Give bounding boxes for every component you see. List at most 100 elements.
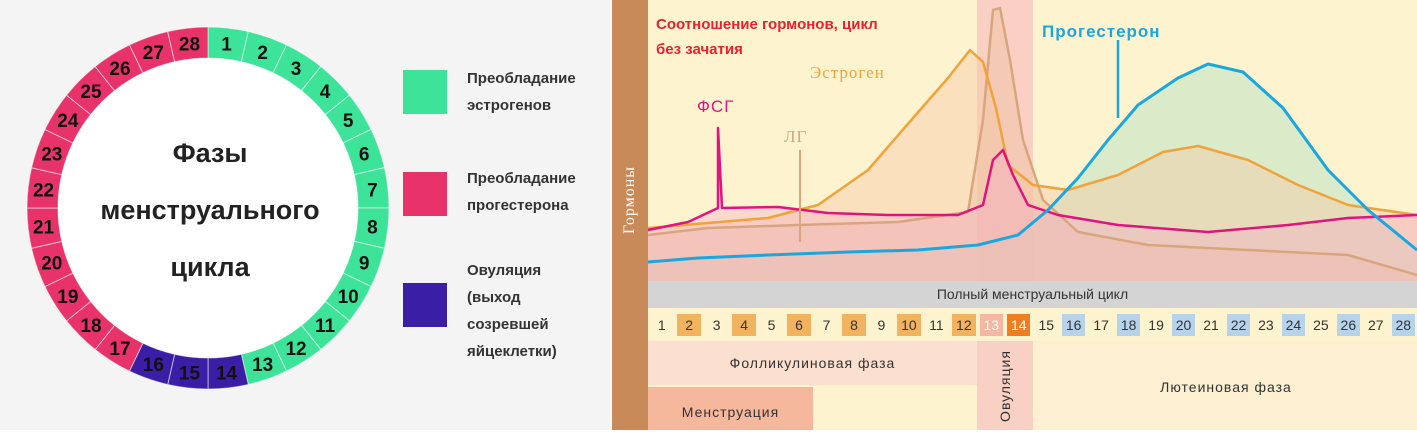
day-number: 9 — [877, 317, 886, 333]
cycle-day-label: 21 — [33, 218, 55, 239]
day-cell-10: 10 — [895, 311, 922, 339]
day-cell-17: 17 — [1087, 311, 1114, 339]
day-cell-5: 5 — [758, 311, 785, 339]
day-highlight — [1281, 314, 1306, 336]
cycle-day-label: 20 — [41, 254, 62, 275]
day-strip: 1 2 3 4 5 6 7 8 9 10 11 12 13 14 15 16 17 18 19 20 21 22 23 24 2… — [648, 311, 1417, 339]
cycle-day-label: 16 — [143, 355, 164, 376]
hormone-curves — [648, 0, 1417, 281]
legend-swatch-progesterone — [403, 172, 447, 216]
day-number: 4 — [740, 317, 749, 333]
day-number: 23 — [1258, 317, 1274, 333]
day-highlight — [732, 314, 756, 336]
day-highlight — [677, 314, 701, 336]
fsh-label: ФСГ — [697, 97, 735, 116]
day-cell-7: 7 — [813, 311, 840, 339]
day-number: 22 — [1230, 317, 1247, 333]
cycle-day-label: 12 — [285, 339, 306, 360]
full-cycle-bar: Полный менструальный цикл — [648, 281, 1417, 308]
fsh-area — [648, 128, 1417, 281]
day-cell-20: 20 — [1170, 311, 1197, 339]
cycle-ring: 1 234567891011121314151617181920212223242… — [26, 26, 390, 390]
day-number: 12 — [956, 317, 972, 333]
progesterone-area — [648, 64, 1417, 281]
day-cell-19: 19 — [1142, 311, 1169, 339]
day-cell-8: 8 — [840, 311, 867, 339]
cycle-day-label: 25 — [80, 82, 102, 103]
day-number: 11 — [929, 317, 944, 333]
fsh-line — [648, 126, 1417, 234]
cycle-day-label: 8 — [367, 218, 378, 239]
lh-label: ЛГ — [784, 127, 808, 146]
cycle-day-label: 7 — [367, 180, 378, 201]
day-highlight — [1007, 314, 1031, 336]
panel-divider — [610, 0, 612, 430]
day-number: 14 — [1010, 317, 1027, 333]
cycle-day-label: 3 — [291, 59, 302, 80]
legend-text-progesterone: Преобладание прогестерона — [467, 170, 576, 214]
day-cell-24: 24 — [1280, 311, 1307, 339]
y-axis-label: Гормоны — [621, 165, 638, 235]
day-number: 3 — [712, 317, 721, 333]
progesterone-label: Прогестерон — [1042, 22, 1161, 41]
day-cell-13: 13 — [978, 311, 1005, 339]
day-cell-4: 4 — [730, 311, 757, 339]
day-number: 17 — [1093, 317, 1109, 333]
cycle-day-label: 27 — [143, 43, 164, 64]
day-number: 20 — [1175, 317, 1192, 333]
day-highlight — [1226, 314, 1251, 336]
day-highlight — [897, 314, 921, 336]
day-number: 19 — [1148, 317, 1164, 333]
day-cell-3: 3 — [703, 311, 730, 339]
lh-area — [648, 8, 1417, 281]
luteal-phase: Лютеиновая фаза — [1035, 341, 1417, 430]
day-cell-9: 9 — [868, 311, 895, 339]
day-highlight — [1061, 314, 1086, 336]
day-number: 13 — [983, 317, 1000, 333]
day-number: 10 — [901, 317, 917, 333]
cycle-day-label: 15 — [179, 363, 201, 384]
day-highlight — [952, 314, 976, 336]
day-number: 5 — [767, 317, 776, 333]
day-cell-23: 23 — [1252, 311, 1279, 339]
cycle-day-label: 1 — [221, 35, 232, 56]
day-highlight — [979, 314, 1004, 336]
day-number: 27 — [1368, 317, 1384, 333]
cycle-day-label: 22 — [33, 180, 54, 201]
day-cell-2: 2 — [675, 311, 702, 339]
day-highlight — [1116, 314, 1141, 336]
day-cell-14: 14 — [1005, 311, 1032, 339]
day-cell-11: 11 — [923, 311, 950, 339]
cycle-day-label: 14 — [216, 363, 238, 384]
day-highlight — [1391, 314, 1415, 336]
cycle-day-label: 6 — [359, 144, 370, 165]
day-number: 7 — [822, 317, 831, 333]
cycle-ring-title: Фазы менструального цикла — [100, 138, 320, 282]
cycle-day-label: 5 — [343, 111, 354, 132]
day-number: 25 — [1313, 317, 1329, 333]
day-cell-22: 22 — [1225, 311, 1252, 339]
cycle-day-label: 13 — [252, 355, 273, 376]
cycle-day-label: 4 — [320, 82, 331, 103]
cycle-day-label: 10 — [338, 287, 359, 308]
cycle-day-label: 28 — [179, 35, 200, 56]
day-cell-28: 28 — [1390, 311, 1417, 339]
day-number: 15 — [1038, 317, 1055, 333]
day-number: 28 — [1395, 317, 1412, 333]
ring-center — [58, 58, 358, 358]
lh-line — [648, 6, 1417, 277]
cycle-day-label: 18 — [80, 316, 101, 337]
day-number: 8 — [850, 317, 858, 333]
legend-text-estrogen: Преобладание эстрогенов — [467, 70, 576, 114]
day-cell-27: 27 — [1362, 311, 1389, 339]
day-number: 24 — [1285, 317, 1302, 333]
estrogen-line — [648, 48, 1417, 230]
cycle-day-label: 24 — [57, 111, 79, 132]
day-cell-18: 18 — [1115, 311, 1142, 339]
day-highlight — [787, 314, 811, 336]
cycle-day-label: 23 — [41, 144, 62, 165]
y-axis-band — [612, 0, 648, 430]
cycle-day-label: 11 — [315, 316, 336, 337]
follicular-phase: Фолликулиновая фаза — [648, 341, 977, 385]
day-number: 2 — [685, 317, 694, 333]
